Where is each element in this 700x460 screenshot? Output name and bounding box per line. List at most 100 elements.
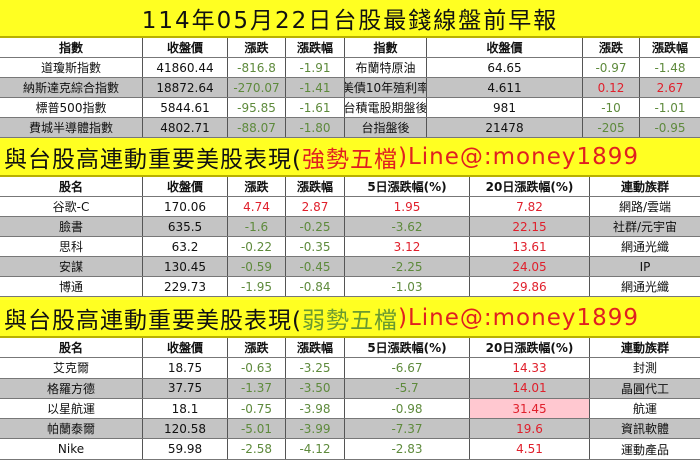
table-cell: -0.75 <box>228 398 286 419</box>
table-cell: 帕蘭泰爾 <box>0 419 143 439</box>
column-header: 收盤價 <box>143 38 228 57</box>
table-cell: 7.82 <box>470 197 590 216</box>
table-cell: 網通光纖 <box>620 240 669 254</box>
table-cell: IP <box>639 259 651 274</box>
column-header: 5日漲跌幅(%) <box>345 338 470 358</box>
table-row: 標普500指數 5844.61 -95.85 -1.61 台積電股期盤後 981 -10 -1… <box>0 98 700 118</box>
table-row: 谷歌-C 170.06 4.74 2.87 1.95 7.82 網路/雲端 <box>0 197 700 217</box>
table-cell: -816.8 <box>228 58 286 77</box>
table-row: 艾克爾 18.75 -0.63 -3.25 -6.67 14.33 封測 <box>0 358 700 379</box>
table-row: 安謀 130.45 -0.59 -0.45 -2.25 24.05 IP <box>0 257 700 277</box>
table-cell: -0.63 <box>228 358 286 378</box>
table-cell: 31.45 <box>470 398 590 419</box>
table-cell: -0.25 <box>286 217 345 236</box>
table-cell: -3.25 <box>286 358 345 378</box>
table-cell: -1.80 <box>286 118 345 137</box>
table-cell: -2.58 <box>228 439 286 459</box>
table-cell: -0.97 <box>583 58 640 77</box>
table-cell: -6.67 <box>345 358 470 378</box>
column-header: 漲跌幅 <box>286 177 345 196</box>
table-cell: 130.45 <box>143 257 228 276</box>
table-cell: -1.01 <box>654 100 686 115</box>
column-header: 漲跌 <box>228 338 286 358</box>
table-cell: 道瓊斯指數 <box>0 58 143 77</box>
table-cell: 費城半導體指數 <box>0 118 143 137</box>
strong-banner-prefix: 與台股高連動重要美股表現( <box>4 147 302 173</box>
table-cell: 標普500指數 <box>0 98 143 117</box>
table-cell: 41860.44 <box>143 58 228 77</box>
weak-banner-suffix: )Line@:money1899 <box>397 305 639 331</box>
table-cell: 納斯達克綜合指數 <box>0 78 143 97</box>
table-cell: -3.62 <box>345 217 470 236</box>
header-row: 指數 收盤價 漲跌 漲跌幅 指數 收盤價 漲跌 漲跌幅 <box>0 38 700 58</box>
table-cell: 2.67 <box>656 80 684 95</box>
table-row: 納斯達克綜合指數 18872.64 -270.07 -1.41 美債10年殖利率 4.61… <box>0 78 700 98</box>
column-header: 股名 <box>0 338 143 358</box>
table-cell: -3.99 <box>286 419 345 439</box>
table-cell: 19.6 <box>470 419 590 439</box>
column-header: 漲跌幅 <box>286 338 345 358</box>
column-header: 收盤價 <box>143 338 228 358</box>
table-row: 道瓊斯指數 41860.44 -816.8 -1.91 布蘭特原油 64.65 -0.97-… <box>0 58 700 78</box>
table-cell: 4.611 <box>427 78 583 97</box>
column-header: 漲跌幅 <box>286 38 345 57</box>
weak-banner: 與台股高連動重要美股表現(弱勢五檔)Line@:money1899 <box>0 300 700 338</box>
table-row: 格羅方德 37.75 -1.37 -3.50 -5.7 14.01 晶圓代工 <box>0 378 700 399</box>
table-cell: -2.83 <box>345 439 470 459</box>
table-cell: -1.37 <box>228 378 286 398</box>
table-cell: 18872.64 <box>143 78 228 97</box>
table-cell: -205 <box>583 118 640 137</box>
strong-banner-suffix: )Line@:money1899 <box>397 144 639 170</box>
column-header: 收盤價 <box>427 38 583 57</box>
strong-banner-tag: 強勢五檔 <box>301 147 398 173</box>
strong-banner: 與台股高連動重要美股表現(強勢五檔)Line@:money1899 <box>0 139 700 177</box>
table-cell: -0.84 <box>286 277 345 296</box>
column-header: 收盤價 <box>143 177 228 196</box>
table-cell: 布蘭特原油 <box>345 58 427 77</box>
table-cell: 5844.61 <box>143 98 228 117</box>
table-cell: -0.22 <box>228 237 286 256</box>
table-cell: 格羅方德 <box>0 378 143 398</box>
table-cell: 981 <box>427 98 583 117</box>
weak-table: 股名 收盤價 漲跌 漲跌幅 5日漲跌幅(%) 20日漲跌幅(%) 連動族群 艾克爾 18.75-… <box>0 338 700 460</box>
column-header: 20日漲跌幅(%) <box>470 177 590 196</box>
table-cell: 思科 <box>0 237 143 256</box>
table-cell: 59.98 <box>143 439 228 459</box>
table-cell: 美債10年殖利率 <box>345 78 427 97</box>
table-cell: 120.58 <box>143 419 228 439</box>
table-cell: 以星航運 <box>0 398 143 419</box>
table-cell: 18.75 <box>143 358 228 378</box>
table-cell: -5.01 <box>228 419 286 439</box>
table-cell: 1.95 <box>345 197 470 216</box>
table-cell: 37.75 <box>143 378 228 398</box>
table-row: 博通 229.73 -1.95 -0.84 -1.03 29.86 網通光纖 <box>0 277 700 297</box>
table-cell: 艾克爾 <box>0 358 143 378</box>
table-row: 以星航運 18.1 -0.75 -3.98 -0.98 31.45 航運 <box>0 398 700 420</box>
table-cell: -270.07 <box>228 78 286 97</box>
table-row: 思科 63.2 -0.22 -0.35 3.12 13.61 網通光纖 <box>0 237 700 257</box>
table-cell: -95.85 <box>228 98 286 117</box>
table-cell: 網路/雲端 <box>618 200 672 214</box>
table-cell: -1.95 <box>228 277 286 296</box>
column-header: 漲跌 <box>228 177 286 196</box>
table-cell: 網通光纖 <box>620 280 669 294</box>
table-cell: 封測 <box>632 361 657 376</box>
table-row: 帕蘭泰爾 120.58 -5.01 -3.99 -7.37 19.6 資訊軟體 <box>0 419 700 440</box>
column-header: 漲跌 <box>228 38 286 57</box>
table-cell: -3.50 <box>286 378 345 398</box>
table-cell: -1.03 <box>345 277 470 296</box>
table-cell: 63.2 <box>143 237 228 256</box>
header-row: 股名 收盤價 漲跌 漲跌幅 5日漲跌幅(%) 20日漲跌幅(%) 連動族群 <box>0 177 700 197</box>
column-header: 20日漲跌幅(%) <box>470 338 590 358</box>
table-cell: -88.07 <box>228 118 286 137</box>
table-cell: 4.51 <box>470 439 590 459</box>
table-cell: 資訊軟體 <box>620 422 669 437</box>
table-cell: -5.7 <box>345 378 470 398</box>
table-cell: 18.1 <box>143 398 228 419</box>
weak-banner-prefix: 與台股高連動重要美股表現( <box>4 308 302 334</box>
title-text: 114年05月22日台股最錢線盤前早報 <box>141 8 559 34</box>
table-cell: Nike <box>0 439 143 459</box>
indices-table: 指數 收盤價 漲跌 漲跌幅 指數 收盤價 漲跌 漲跌幅 道瓊斯指數 41860.44 -816.8-… <box>0 38 700 138</box>
column-header: 股名 <box>0 177 143 196</box>
table-cell: -1.61 <box>286 98 345 117</box>
